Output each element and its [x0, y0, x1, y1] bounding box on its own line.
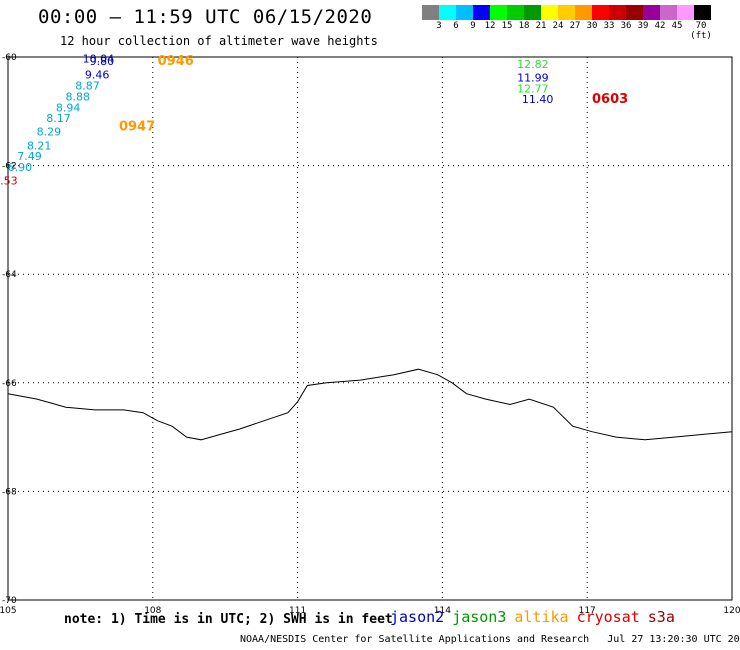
- colorbar-swatch: [558, 5, 575, 20]
- colorbar-swatch: [609, 5, 626, 20]
- colorbar-label: 27: [569, 21, 581, 31]
- wave-height-label: 7.49: [17, 150, 42, 163]
- legend-jason3: jason3: [452, 608, 507, 626]
- y-tick-label: -68: [2, 487, 17, 497]
- satellite-legend: jason2 jason3 altika cryosat s3a: [390, 608, 683, 626]
- wave-height-label: 12.82: [517, 58, 549, 71]
- credit-line: NOAA/NESDIS Center for Satellite Applica…: [240, 634, 740, 645]
- chart-title: 00:00 – 11:59 UTC 06/15/2020: [38, 6, 373, 28]
- x-tick-label: 111: [289, 606, 306, 616]
- colorbar-label: 6: [453, 21, 459, 31]
- colorbar-swatch: [575, 5, 592, 20]
- legend-cryosat: cryosat: [576, 608, 640, 626]
- legend-altika: altika: [514, 608, 569, 626]
- colorbar-label: 36: [620, 21, 632, 31]
- chart-subtitle: 12 hour collection of altimeter wave hei…: [60, 34, 378, 48]
- colorbar-label: 30: [586, 21, 598, 31]
- footer-note: note: 1) Time is in UTC; 2) SWH is in fe…: [64, 612, 393, 627]
- colorbar-label: 45: [671, 21, 683, 31]
- colorbar-label: 21: [535, 21, 547, 31]
- legend-s3a: s3a: [647, 608, 675, 626]
- x-tick-label: 108: [144, 606, 161, 616]
- colorbar-swatch: [626, 5, 643, 20]
- colorbar-label: 39: [637, 21, 649, 31]
- colorbar-label: 9: [470, 21, 476, 31]
- colorbar-swatch: [592, 5, 609, 20]
- colorbar-swatch: [507, 5, 524, 20]
- colorbar-swatch: [439, 5, 456, 20]
- colorbar-swatch: [473, 5, 490, 20]
- colorbar-swatch: [660, 5, 677, 20]
- wave-height-label: 9.80: [90, 55, 115, 68]
- y-tick-label: -70: [2, 596, 17, 606]
- colorbar-label: 3: [436, 21, 442, 31]
- wave-height-label: 12.77: [517, 82, 549, 95]
- colorbar-swatch: [694, 5, 711, 20]
- colorbar: [422, 5, 711, 20]
- colorbar-label: 18: [518, 21, 530, 31]
- wave-height-label: 8.88: [66, 90, 91, 103]
- y-tick-label: -60: [2, 53, 17, 63]
- colorbar-swatch: [456, 5, 473, 20]
- colorbar-swatch: [524, 5, 541, 20]
- time-label: 0947: [119, 119, 155, 134]
- wave-height-label: 11.99: [517, 71, 549, 84]
- wave-height-label: 8.17: [46, 112, 71, 125]
- time-label: 0603: [592, 92, 628, 107]
- plot-frame: [7, 56, 733, 601]
- colorbar-label: 70 (ft): [690, 21, 712, 41]
- colorbar-label: 42: [654, 21, 666, 31]
- x-tick-label: 117: [579, 606, 596, 616]
- wave-height-label: 6.90: [8, 161, 33, 174]
- colorbar-label: 12: [484, 21, 496, 31]
- colorbar-swatch: [643, 5, 660, 20]
- x-tick-label: 120: [723, 606, 740, 616]
- colorbar-swatch: [490, 5, 507, 20]
- coastline: [7, 368, 733, 441]
- y-tick-label: -62: [2, 162, 17, 172]
- colorbar-label: 24: [552, 21, 564, 31]
- colorbar-label: 15: [501, 21, 513, 31]
- colorbar-swatch: [677, 5, 694, 20]
- y-tick-label: -66: [2, 379, 17, 389]
- wave-height-label: 8.21: [27, 139, 52, 152]
- colorbar-label: 33: [603, 21, 615, 31]
- wave-height-label: 34.53: [0, 175, 18, 188]
- wave-height-label: 11.40: [522, 93, 554, 106]
- colorbar-swatch: [422, 5, 439, 20]
- colorbar-swatch: [541, 5, 558, 20]
- x-tick-label: 114: [434, 606, 451, 616]
- wave-height-label: 10.04: [83, 52, 115, 65]
- wave-height-label: 9.46: [85, 69, 110, 82]
- time-label: 0946: [158, 54, 194, 69]
- legend-jason2: jason2: [390, 608, 445, 626]
- x-tick-label: 105: [0, 606, 17, 616]
- wave-height-label: 8.87: [75, 80, 100, 93]
- wave-height-label: 8.94: [56, 101, 81, 114]
- y-tick-label: -64: [2, 270, 17, 280]
- wave-height-label: 8.29: [37, 126, 62, 139]
